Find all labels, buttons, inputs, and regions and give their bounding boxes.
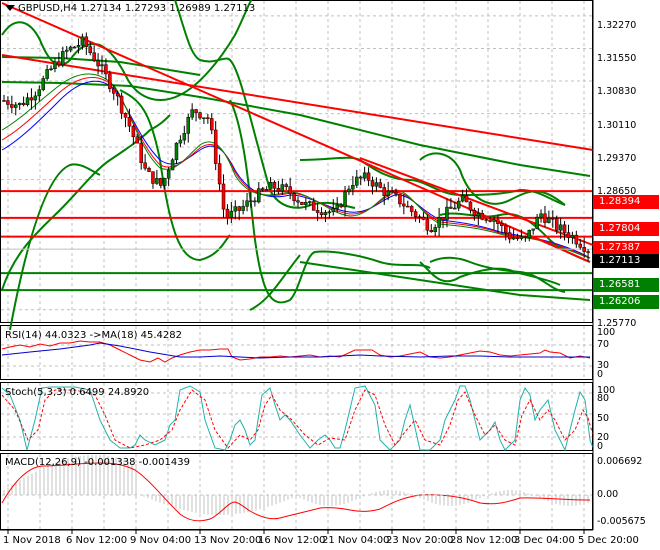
symbol: GBPUSD,H4 — [18, 3, 78, 14]
macd-signal-line — [1, 462, 591, 522]
price-tag-support-2: 1.26206 — [593, 295, 659, 309]
x-label: 16 Nov 12:00 — [258, 535, 326, 546]
ohlc-low: 1.26989 — [169, 3, 211, 14]
x-label: 6 Nov 12:00 — [66, 535, 128, 546]
y-tick: 1.28650 — [597, 186, 637, 197]
grid-lines — [1, 1, 592, 529]
price-tag-current: 1.27113 — [593, 254, 659, 268]
y-tick: 1.30110 — [597, 120, 637, 131]
price-panel[interactable] — [1, 0, 594, 331]
ohlc-close: 1.27113 — [213, 3, 256, 14]
stoch-tick: 20 — [597, 432, 610, 443]
price-tag-resistance-3: 1.27387 — [593, 241, 659, 255]
price-tag-resistance-2: 1.27804 — [593, 222, 659, 236]
x-label: 23 Nov 20:00 — [386, 535, 454, 546]
x-label: 21 Nov 04:00 — [322, 535, 390, 546]
stoch-tick: 80 — [597, 393, 610, 404]
macd-tick: 0.00 — [597, 489, 619, 500]
y-tick: 1.31550 — [597, 53, 637, 64]
rsi-label: RSI(14) 44.0323 ->MA(18) 45.4282 — [5, 330, 182, 341]
y-tick: 1.32270 — [597, 20, 637, 31]
stochastic-panel[interactable] — [1, 385, 594, 452]
x-label: 9 Nov 04:00 — [130, 535, 192, 546]
stoch-tick: 0 — [597, 441, 604, 452]
rsi-tick: 0 — [597, 369, 604, 380]
ohlc-high: 1.27293 — [124, 3, 167, 14]
price-tag-support-1: 1.26581 — [593, 278, 659, 292]
macd-panel[interactable] — [1, 455, 592, 522]
y-tick: 1.30830 — [597, 86, 637, 97]
x-label: 13 Nov 20:00 — [194, 535, 262, 546]
collapse-triangle-icon[interactable] — [5, 5, 15, 11]
ohlc-open: 1.27134 — [80, 3, 122, 14]
macd-tick: 0.006692 — [597, 456, 643, 467]
stoch-tick: 100 — [597, 385, 616, 396]
x-axis-ticks — [0, 529, 593, 534]
price-tag-resistance-1: 1.28394 — [593, 195, 659, 209]
rsi-panel[interactable] — [1, 340, 591, 363]
chart-title: GBPUSD,H4 1.27134 1.27293 1.26989 1.2711… — [5, 3, 255, 14]
horizontal-levels — [1, 190, 592, 292]
stoch-tick: 50 — [597, 413, 610, 424]
rsi-tick: 70 — [597, 339, 610, 350]
macd-tick: -0.005675 — [597, 516, 646, 527]
x-label: 28 Nov 12:00 — [450, 535, 518, 546]
y-tick: 1.25770 — [597, 318, 637, 329]
y-tick: 1.29370 — [597, 153, 637, 164]
x-label: 5 Dec 20:00 — [578, 535, 639, 546]
rsi-tick: 30 — [597, 360, 610, 371]
candlesticks — [2, 32, 590, 262]
stoch-label: Stoch(5,3,3) 0.6499 24.8920 — [5, 387, 150, 398]
x-label: 3 Dec 04:00 — [514, 535, 575, 546]
macd-label: MACD(12,26,9) -0.001338 -0.001439 — [5, 457, 190, 468]
rsi-tick: 100 — [597, 327, 616, 338]
x-label: 1 Nov 2018 — [3, 535, 61, 546]
trendlines — [1, 2, 594, 263]
